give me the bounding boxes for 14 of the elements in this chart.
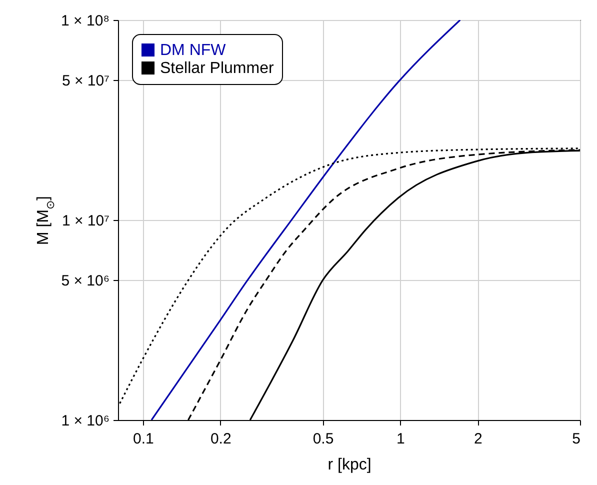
legend-label: DM NFW — [160, 42, 227, 59]
y-tick-label: 5 × 10⁷ — [62, 72, 110, 90]
x-axis-title: r [kpc] — [328, 456, 372, 474]
y-tick-label: 1 × 10⁸ — [61, 12, 110, 30]
x-tick-label: 0.2 — [210, 430, 232, 448]
x-tick-label: 5 — [572, 430, 580, 448]
y-tick-label: 1 × 10⁶ — [61, 412, 110, 430]
x-tick-label: 1 — [396, 430, 405, 448]
y-tick-label: 5 × 10⁶ — [61, 272, 110, 290]
y-tick-label: 1 × 10⁷ — [62, 212, 110, 230]
x-tick-label: 0.5 — [312, 430, 334, 448]
x-tick-label: 2 — [474, 430, 482, 448]
legend-label: Stellar Plummer — [160, 60, 274, 77]
x-tick-label: 0.1 — [133, 430, 154, 448]
